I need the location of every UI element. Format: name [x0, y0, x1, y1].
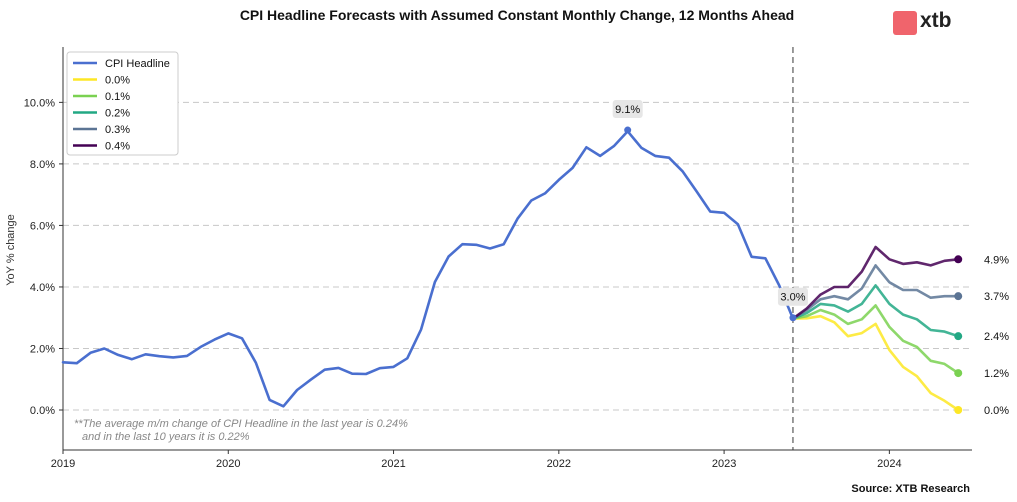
y-tick-label: 4.0% — [30, 282, 55, 294]
series-line-0-3 — [791, 264, 960, 320]
legend-entry: 0.2% — [105, 108, 130, 120]
x-tick-label: 2023 — [712, 458, 736, 470]
legend-entry: 0.3% — [105, 124, 130, 136]
axes: 0.0% 2.0% 4.0% 6.0% 8.0% 10.0% 2019 2020 2021 202… — [24, 47, 972, 470]
end-value-label: 3.7% — [984, 291, 1009, 303]
series-line-0-2 — [791, 284, 960, 338]
chart-title: CPI Headline Forecasts with Assumed Cons… — [240, 7, 794, 23]
end-value-label: 2.4% — [984, 331, 1009, 343]
x-tick-label: 2021 — [381, 458, 405, 470]
y-tick-label: 10.0% — [24, 97, 55, 109]
annotation-point — [624, 126, 632, 134]
callouts: 9.1% 3.0% — [612, 100, 808, 322]
y-tick-label: 0.0% — [30, 405, 55, 417]
legend-entry: 0.1% — [105, 91, 130, 103]
series-end-point — [954, 369, 963, 378]
xtb-logo-text: xtb — [920, 9, 952, 32]
legend-entry: 0.0% — [105, 75, 130, 87]
annotation-label: 9.1% — [615, 104, 640, 116]
series-line-0-1 — [791, 304, 960, 375]
series-lines — [61, 130, 960, 412]
y-axis-label: YoY % change — [5, 214, 17, 286]
series-end-point — [954, 292, 963, 301]
x-tick-label: 2022 — [547, 458, 571, 470]
grid-lines — [63, 101, 972, 411]
y-tick-label: 6.0% — [30, 220, 55, 232]
series-end-point — [954, 406, 963, 415]
note-line-2: and in the last 10 years it is 0.22% — [82, 431, 250, 443]
end-value-label: 4.9% — [984, 254, 1009, 266]
legend: CPI Headline 0.0% 0.1% 0.2% 0.3% 0.4% — [66, 51, 179, 156]
x-tick-label: 2024 — [877, 458, 901, 470]
note-line-1: **The average m/m change of CPI Headline… — [74, 418, 408, 430]
annotation-label: 3.0% — [780, 292, 805, 304]
xtb-logo-icon — [893, 11, 917, 35]
end-value-label: 1.2% — [984, 368, 1009, 380]
series-end-point — [954, 255, 963, 264]
x-tick-label: 2020 — [216, 458, 240, 470]
annotation-box — [777, 287, 808, 306]
series-line-0-4 — [791, 245, 960, 320]
x-tick-label: 2019 — [51, 458, 75, 470]
y-tick-label: 8.0% — [30, 159, 55, 171]
end-labels: 0.0% 1.2% 2.4% 3.7% 4.9% — [954, 254, 1009, 417]
series-line-cpi-headline — [61, 130, 795, 408]
legend-entry: 0.4% — [105, 141, 130, 153]
legend-entry: CPI Headline — [105, 58, 170, 70]
series-end-point — [954, 332, 963, 341]
annotation-box — [612, 100, 643, 119]
series-line-0-0 — [791, 314, 960, 412]
annotation-point — [789, 314, 797, 322]
source-label: Source: XTB Research — [851, 483, 970, 495]
end-value-label: 0.0% — [984, 405, 1009, 417]
y-tick-label: 2.0% — [30, 343, 55, 355]
